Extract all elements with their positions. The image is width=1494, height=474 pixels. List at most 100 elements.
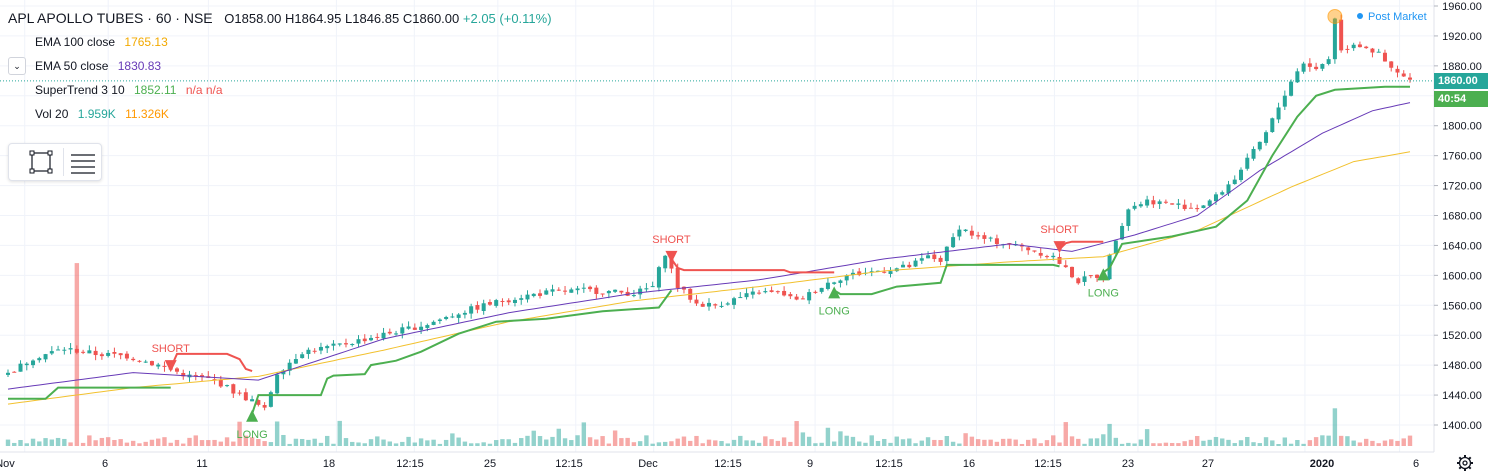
- time-tick-label: 12:15: [555, 458, 583, 470]
- candle-body: [425, 325, 430, 328]
- candle-body: [1232, 179, 1237, 185]
- volume-bar: [950, 441, 956, 446]
- volume-bar: [637, 441, 643, 446]
- volume-bar: [168, 442, 173, 446]
- candle-body: [93, 350, 98, 356]
- volume-bar: [681, 436, 687, 446]
- volume-bar: [662, 441, 668, 446]
- candle-body: [318, 346, 323, 351]
- volume-bar: [650, 443, 655, 446]
- candle-body: [1282, 95, 1287, 107]
- volume-bar: [274, 421, 280, 446]
- volume-bar: [1013, 439, 1018, 446]
- volume-bar: [1094, 438, 1100, 446]
- post-market-marker-icon[interactable]: [1327, 8, 1343, 24]
- candle-body: [982, 235, 987, 239]
- indicator-ema100[interactable]: ⌄ EMA 100 close 1765.13: [8, 30, 552, 75]
- ema100-label: EMA 100 close: [35, 35, 116, 49]
- candle-body: [794, 296, 799, 300]
- indicator-supertrend[interactable]: SuperTrend 3 10 1852.11 n/a n/a: [8, 78, 552, 102]
- volume-bar: [393, 443, 399, 446]
- volume-bar: [231, 441, 236, 446]
- volume-bar: [581, 422, 587, 446]
- last-price-tag: 1860.00: [1434, 73, 1488, 89]
- long-signal-icon: [246, 409, 259, 422]
- price-tick-label: 1480.00: [1442, 360, 1482, 372]
- candle-body: [1382, 52, 1387, 62]
- volume-bar: [400, 441, 405, 446]
- price-tick-label: 1600.00: [1442, 270, 1482, 282]
- volume-bar: [1301, 443, 1306, 446]
- candle-body: [1176, 203, 1181, 205]
- indicator-volume[interactable]: Vol 20 1.959K 11.326K: [8, 102, 552, 126]
- volume-bar: [838, 431, 843, 446]
- volume-bar: [825, 427, 831, 446]
- candle-body: [1270, 118, 1275, 133]
- volume-bar: [575, 435, 580, 446]
- candle-body: [807, 292, 812, 301]
- volume-bar: [706, 439, 712, 446]
- time-tick-label: Dec: [638, 458, 658, 470]
- long-signal-label: LONG: [1088, 287, 1119, 299]
- post-market-text: Post Market: [1368, 11, 1427, 23]
- long-signal-icon: [1097, 268, 1110, 281]
- candle-body: [926, 255, 931, 259]
- candle-body: [575, 288, 580, 291]
- candle-body: [325, 346, 330, 349]
- volume-bar: [1232, 443, 1237, 446]
- list-settings-button[interactable]: [67, 148, 101, 176]
- volume-ma-value: 11.326K: [125, 107, 169, 121]
- volume-bar: [1163, 442, 1169, 446]
- object-tree-button[interactable]: [23, 148, 57, 176]
- volume-bar: [30, 438, 36, 446]
- candle-body: [613, 289, 618, 292]
- collapse-legend-button[interactable]: ⌄: [8, 57, 26, 75]
- volume-bar: [775, 440, 781, 446]
- volume-bar: [143, 441, 148, 446]
- time-tick-label: 18: [323, 458, 335, 470]
- candle-body: [1408, 77, 1412, 80]
- volume-bar: [512, 442, 518, 446]
- candle-body: [43, 354, 48, 360]
- volume-bar: [437, 443, 443, 446]
- volume-bar: [1307, 440, 1313, 446]
- price-tick-label: 1920.00: [1442, 31, 1482, 43]
- volume-bar: [362, 443, 367, 446]
- volume-bar: [268, 442, 274, 446]
- volume-bar: [738, 435, 743, 446]
- candle-body: [431, 321, 436, 325]
- volume-bar: [1188, 439, 1194, 446]
- price-tick-label: 1960.00: [1442, 1, 1482, 13]
- gear-icon[interactable]: [1456, 454, 1474, 472]
- candle-body: [938, 257, 943, 262]
- symbol-title[interactable]: APL APOLLO TUBES · 60 · NSE: [8, 10, 213, 26]
- post-market-label[interactable]: Post Market: [1357, 11, 1427, 23]
- supertrend-value: 1852.11: [133, 83, 177, 97]
- volume-bar: [1245, 436, 1250, 446]
- short-signal-icon: [1053, 241, 1066, 254]
- volume-bar: [112, 439, 117, 446]
- candle-body: [1120, 225, 1125, 240]
- indicator-ema50[interactable]: EMA 50 close 1830.83: [8, 54, 552, 78]
- candle-body: [1289, 81, 1294, 96]
- candle-body: [563, 290, 568, 292]
- volume-bar: [55, 437, 61, 446]
- volume-bar: [93, 440, 98, 446]
- volume-bar: [1401, 438, 1406, 446]
- volume-bar: [594, 439, 599, 446]
- candle-body: [18, 363, 23, 372]
- candle-body: [112, 352, 117, 354]
- candle-body: [494, 300, 499, 306]
- volume-bar: [249, 437, 255, 446]
- candle-body: [1351, 44, 1356, 49]
- price-tick-label: 1440.00: [1442, 390, 1482, 402]
- candle-body: [437, 319, 442, 322]
- candle-body: [118, 353, 123, 356]
- volume-bar: [406, 436, 411, 446]
- volume-bar: [925, 437, 931, 446]
- candle-body: [218, 379, 223, 387]
- volume-bar: [124, 442, 130, 446]
- volume-bar: [1101, 434, 1106, 446]
- candle-body: [588, 286, 593, 290]
- candle-body: [1070, 266, 1075, 278]
